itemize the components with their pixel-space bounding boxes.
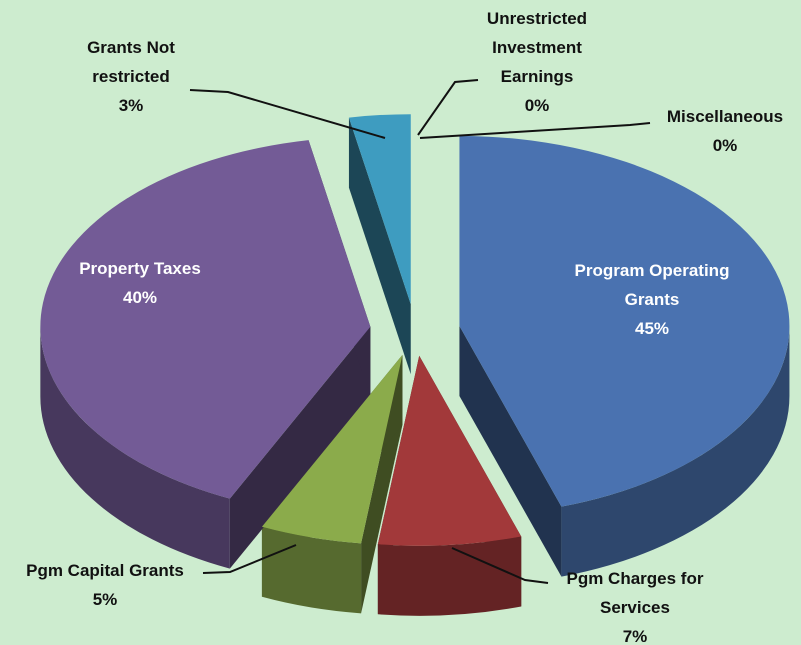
slice-tops	[40, 114, 790, 546]
slice	[459, 135, 790, 507]
label-value: 7%	[622, 627, 648, 645]
slice-rim	[377, 536, 522, 616]
label-name: Grants Not restricted	[87, 38, 175, 86]
label-name: Miscellaneous	[666, 107, 784, 126]
label-value: 0%	[712, 136, 738, 155]
data-label: Pgm Charges for Services 7%	[540, 564, 730, 645]
slice	[261, 354, 403, 544]
leader-line	[451, 547, 549, 584]
data-label: Unrestricted Investment Earnings 0%	[477, 4, 597, 120]
slice	[348, 114, 411, 305]
slice-wall	[229, 326, 371, 569]
leader-line	[417, 79, 479, 136]
leader-line	[202, 544, 297, 574]
slice	[40, 140, 371, 499]
label-value: 45%	[634, 319, 670, 338]
slice-wall	[348, 117, 411, 375]
slice	[377, 355, 522, 546]
leader-line	[419, 122, 651, 139]
leader-line	[189, 89, 386, 139]
label-value: 5%	[92, 590, 118, 609]
data-label: Program Operating Grants 45%	[552, 256, 752, 343]
slice-rim	[561, 325, 790, 577]
label-value: 0%	[524, 96, 550, 115]
data-label: Property Taxes 40%	[50, 254, 230, 312]
label-name: Unrestricted Investment Earnings	[486, 9, 588, 86]
data-label: Miscellaneous 0%	[650, 102, 800, 160]
label-name: Pgm Capital Grants	[26, 561, 184, 580]
label-value: 3%	[118, 96, 144, 115]
slice-wall	[459, 325, 562, 577]
label-value: 40%	[122, 288, 158, 307]
data-label: Grants Not restricted 3%	[66, 33, 196, 120]
slice-rim	[40, 326, 230, 569]
label-name: Pgm Charges for Services	[566, 569, 704, 617]
label-name: Property Taxes	[79, 259, 201, 278]
label-name: Program Operating Grants	[574, 261, 730, 309]
data-label: Pgm Capital Grants 5%	[0, 556, 210, 614]
